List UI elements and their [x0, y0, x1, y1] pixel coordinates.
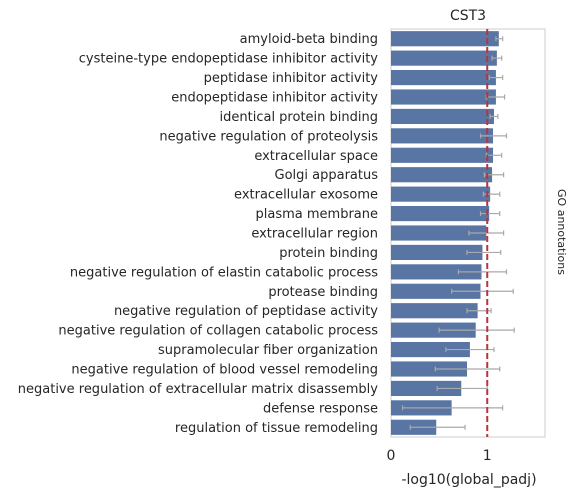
- bar: [391, 205, 490, 222]
- category-label: negative regulation of elastin catabolic…: [70, 265, 378, 280]
- category-label: negative regulation of extracellular mat…: [18, 382, 379, 397]
- category-label: Golgi apparatus: [275, 168, 379, 183]
- bar: [391, 341, 470, 358]
- category-label: protease binding: [268, 285, 378, 300]
- x-tick-label: 1: [483, 448, 492, 464]
- category-label: extracellular region: [251, 227, 378, 242]
- bar: [391, 89, 496, 105]
- bar: [391, 69, 496, 86]
- bar: [391, 225, 487, 241]
- bar: [391, 303, 478, 319]
- bar: [391, 108, 494, 125]
- category-label: defense response: [263, 401, 378, 416]
- chart-title: CST3: [450, 8, 486, 24]
- bar: [391, 322, 476, 338]
- bar: [391, 167, 493, 183]
- category-label: extracellular space: [254, 149, 378, 164]
- bar: [391, 50, 497, 66]
- category-label: protein binding: [279, 246, 378, 261]
- category-label: negative regulation of blood vessel remo…: [71, 363, 378, 378]
- category-label: supramolecular fiber organization: [158, 343, 378, 358]
- category-label: endopeptidase inhibitor activity: [171, 91, 378, 106]
- bar: [391, 380, 462, 397]
- bar: [391, 283, 481, 299]
- x-axis-title: -log10(global_padj): [401, 472, 536, 488]
- category-label: peptidase inhibitor activity: [204, 71, 379, 86]
- bar: [391, 264, 482, 280]
- bar: [391, 147, 494, 163]
- category-label: identical protein binding: [220, 110, 378, 125]
- category-label: negative regulation of peptidase activit…: [114, 304, 378, 319]
- category-label: regulation of tissue remodeling: [175, 421, 378, 436]
- category-label: extracellular exosome: [234, 188, 378, 203]
- bar: [391, 244, 483, 261]
- bar: [391, 31, 499, 47]
- category-label: negative regulation of proteolysis: [159, 129, 378, 144]
- bar: [391, 361, 468, 377]
- category-label: amyloid-beta binding: [240, 32, 378, 47]
- category-label: plasma membrane: [256, 207, 379, 222]
- bar: [391, 186, 491, 202]
- right-axis-label: GO annotations: [555, 189, 568, 275]
- category-label: negative regulation of collagen cataboli…: [58, 324, 378, 339]
- bar: [391, 128, 494, 144]
- category-label: cysteine-type endopeptidase inhibitor ac…: [79, 52, 379, 67]
- x-tick-label: 0: [387, 448, 396, 464]
